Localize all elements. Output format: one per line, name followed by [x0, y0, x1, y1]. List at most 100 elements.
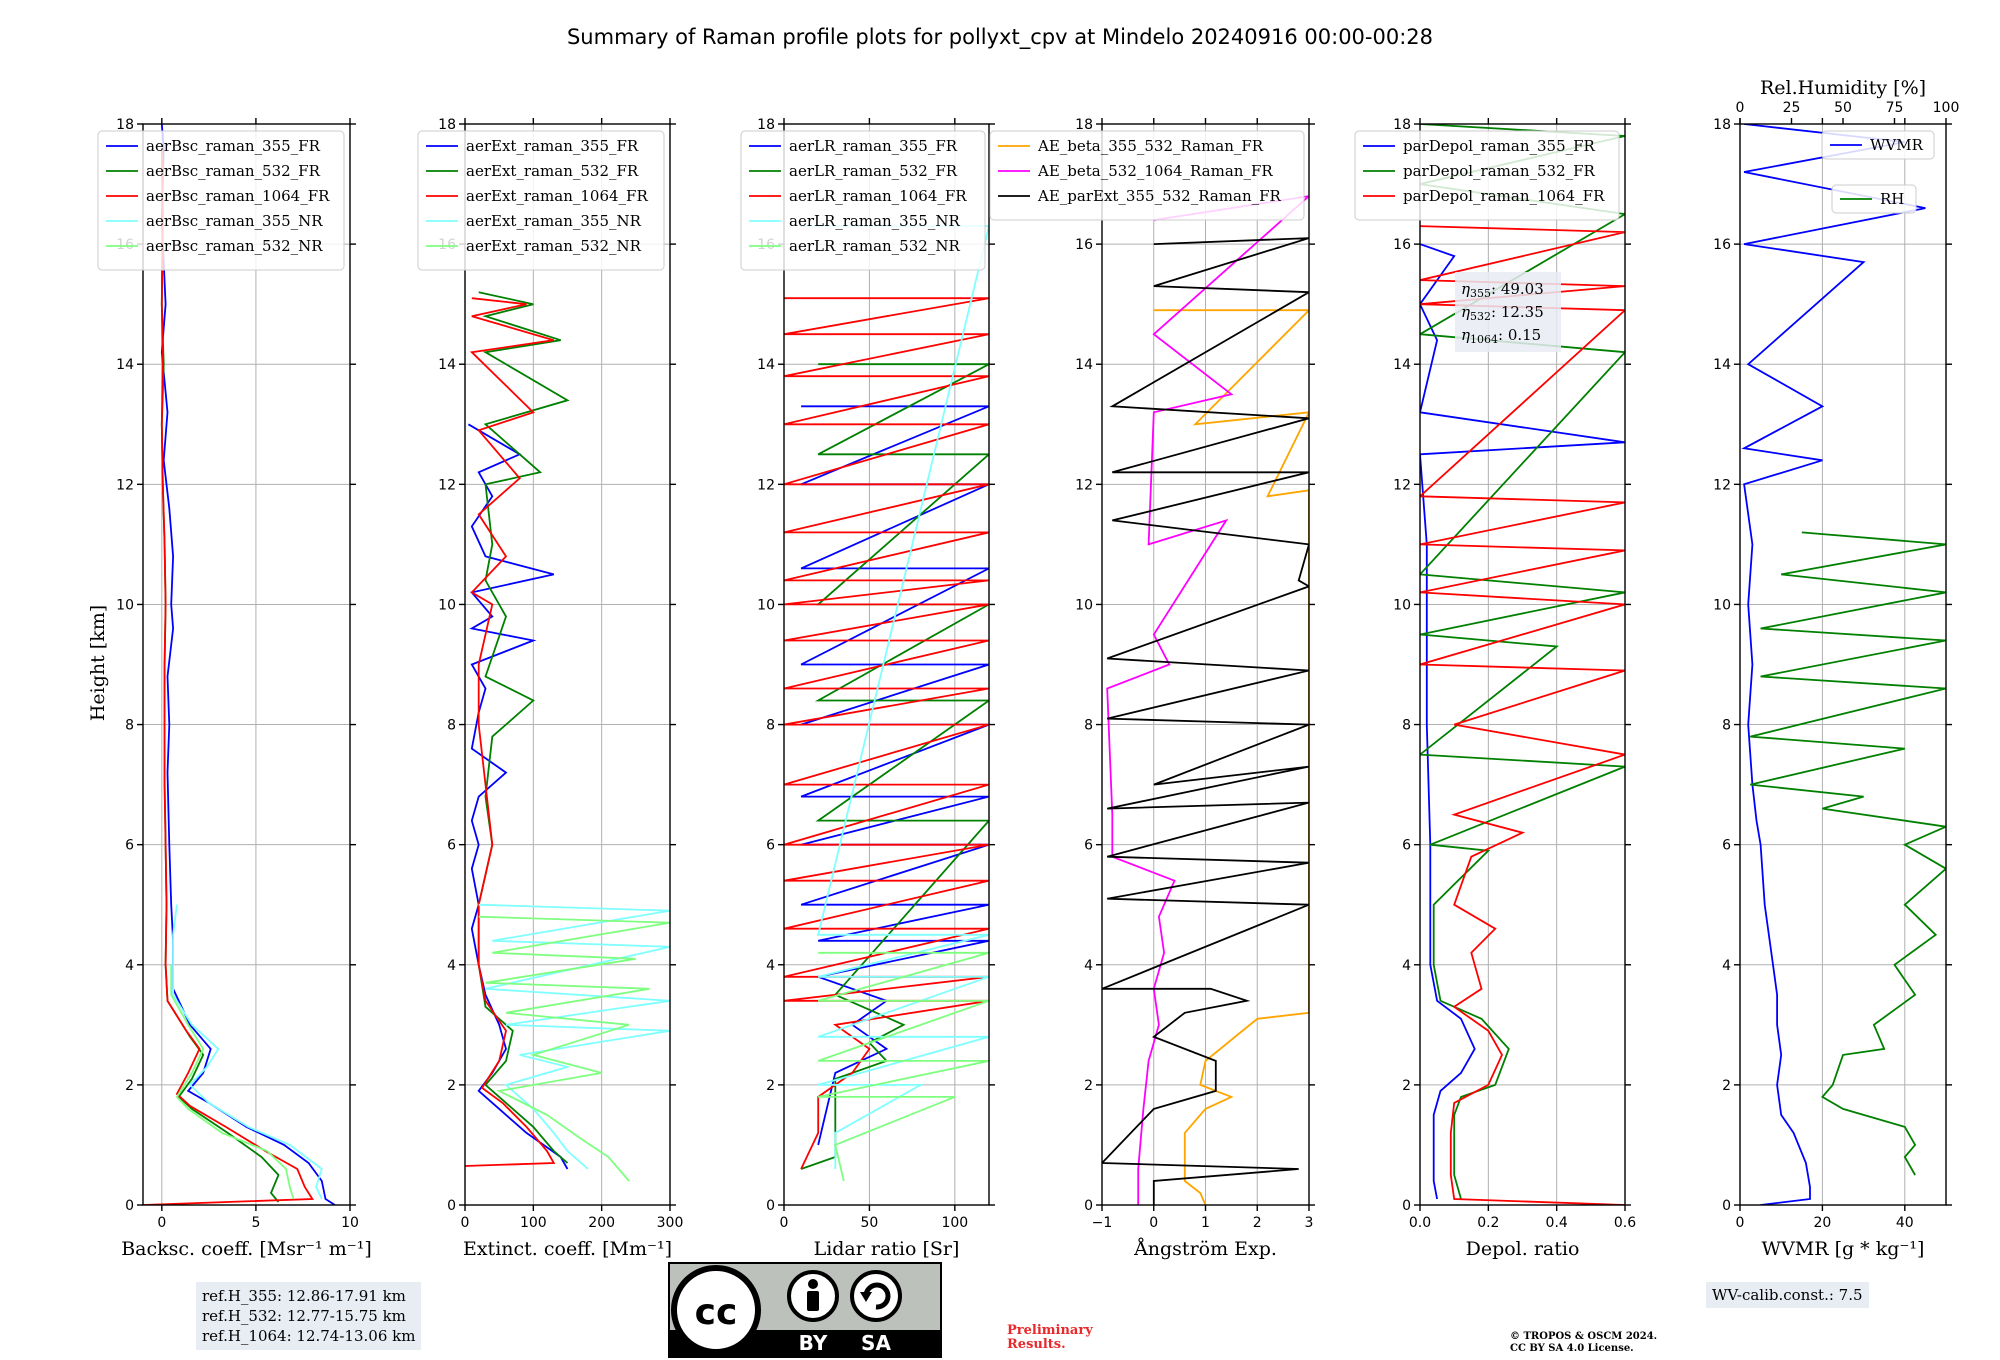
y-tick-label: 2: [125, 1078, 134, 1094]
legend-entry: aerExt_raman_532_FR: [466, 162, 639, 180]
y-tick-label: 18: [1075, 117, 1093, 133]
axes-frame: [1419, 123, 1626, 1206]
preliminary-line-1: Preliminary: [1007, 1323, 1093, 1338]
series-line-WVMR: [1741, 124, 1926, 1205]
eta-box: [1455, 272, 1561, 352]
top-x-tick-label: 75: [1886, 100, 1904, 116]
copyright-line-2: CC BY SA 4.0 License.: [1510, 1343, 1634, 1354]
y-tick-label: 0: [766, 1198, 775, 1214]
legend-angstrom: AE_beta_355_532_Raman_FR AE_beta_532_1064…: [989, 130, 1305, 221]
legend-box: [989, 130, 1305, 221]
x-tick-label: 0: [461, 1215, 470, 1231]
series-line-aerExt_raman_532_NR: [478, 915, 670, 1182]
series-line-aerExt_raman_355_NR: [478, 903, 670, 1170]
series-line-aerBsc_raman_532_NR: [170, 964, 295, 1200]
legend-entry: WVMR: [1870, 136, 1924, 154]
y-tick-label: 4: [1402, 958, 1411, 974]
panel-water-vapor: 0 2 4 6 8 10 12 14 16 18 0 20 40 WVMR [g * kg⁻¹] 0 25 50…: [1713, 77, 1959, 1260]
y-tick-label: 8: [766, 718, 775, 734]
legend-box: [1821, 130, 1935, 160]
by-icon-body: [807, 1291, 819, 1311]
y-tick-label: 12: [438, 477, 456, 493]
cc-by-sa-badge: cc BY SA: [668, 1262, 942, 1358]
x-tick-label: 50: [861, 1215, 879, 1231]
x-tick-label: 100: [520, 1215, 547, 1231]
x-tick-label: 5: [251, 1215, 260, 1231]
x-tick-label: 20: [1813, 1215, 1831, 1231]
series-line-aerBsc_raman_355_NR: [172, 904, 323, 1200]
chart-panels: 0246810121416180510Backsc. coeff. [Msr⁻¹…: [97, 77, 1959, 1260]
legend-depolarization: parDepol_raman_355_FR parDepol_raman_532_…: [1354, 130, 1620, 221]
legend-entry: aerBsc_raman_1064_FR: [146, 187, 330, 205]
y-tick-label: 14: [1713, 357, 1731, 373]
x-tick-label: 200: [588, 1215, 615, 1231]
series-line-parDepol_raman_1064_FR: [1420, 225, 1625, 1205]
y-tick-label: 4: [125, 958, 134, 974]
y-tick-label: 16: [1713, 237, 1731, 253]
y-tick-label: 18: [1393, 117, 1411, 133]
legend-backscatter: aerBsc_raman_355_FR aerBsc_raman_532_FRae…: [97, 130, 345, 271]
reference-heights-box: ref.H_355: 12.86-17.91 km ref.H_532: 12.…: [196, 1282, 422, 1350]
x-tick-label: 0: [1736, 1215, 1745, 1231]
y-tick-label: 8: [125, 718, 134, 734]
series-group-depolarization: [1420, 124, 1625, 1205]
legend-box: [417, 130, 665, 271]
by-icon-head: [808, 1279, 818, 1289]
top-x-tick-label: 25: [1783, 100, 1801, 116]
y-tick-label: 0: [1722, 1198, 1731, 1214]
series-line-aerExt_raman_1064_FR: [465, 297, 556, 1167]
x-tick-label: 3: [1305, 1215, 1314, 1231]
y-tick-label: 4: [1722, 958, 1731, 974]
eta-annotation: η355: 49.03 η532: 12.35 η1064: 0.15: [1455, 272, 1561, 352]
legend-entry: aerLR_raman_355_NR: [789, 212, 960, 230]
legend-lidar-ratio: aerLR_raman_355_FR aerLR_raman_532_FR aerL…: [740, 130, 986, 271]
y-tick-label: 18: [438, 117, 456, 133]
preliminary-line-2: Results.: [1007, 1337, 1066, 1352]
legend-entry: aerExt_raman_355_FR: [466, 137, 639, 155]
axes-frame: [464, 123, 671, 1206]
y-tick-label: 0: [125, 1198, 134, 1214]
y-tick-label: 12: [1393, 477, 1411, 493]
x-tick-label: 0: [157, 1215, 166, 1231]
by-label: BY: [799, 1331, 828, 1355]
x-tick-label: 100: [941, 1215, 968, 1231]
x-tick-label: 300: [657, 1215, 684, 1231]
series-line-AE_beta_532_1064_Raman_FR: [1106, 195, 1309, 1205]
legend-entry: aerLR_raman_532_NR: [789, 237, 960, 255]
series-group-backscatter: [143, 124, 336, 1205]
x-axis-label: Lidar ratio [Sr]: [814, 1238, 960, 1260]
legend-entry: aerExt_raman_1064_FR: [466, 187, 648, 205]
legend-box: [97, 130, 345, 271]
legend-entry: aerBsc_raman_532_NR: [146, 237, 323, 255]
y-tick-label: 12: [757, 477, 775, 493]
y-tick-label: 10: [1075, 597, 1093, 613]
y-tick-label: 16: [1075, 237, 1093, 253]
ref-height-1064: ref.H_1064: 12.74-13.06 km: [202, 1327, 416, 1345]
legend-entry: aerBsc_raman_355_FR: [146, 137, 321, 155]
x-tick-label: 0: [780, 1215, 789, 1231]
x-tick-label: 40: [1896, 1215, 1914, 1231]
y-tick-label: 16: [1393, 237, 1411, 253]
sa-icon-arrow: [863, 1282, 891, 1310]
x-axis-label: Depol. ratio: [1466, 1238, 1580, 1260]
cc-icon-label: cc: [695, 1292, 738, 1333]
y-tick-label: 8: [1084, 718, 1093, 734]
series-line-aerLR_raman_355_NR: [801, 225, 989, 1169]
y-tick-label: 10: [116, 597, 134, 613]
preliminary-results-label: Preliminary Results.: [1007, 1324, 1093, 1352]
y-tick-label: 0: [1084, 1198, 1093, 1214]
top-x-tick-label: 100: [1933, 100, 1960, 116]
legend-entry: RH: [1880, 190, 1904, 208]
y-tick-label: 4: [1084, 958, 1093, 974]
panel-backscatter: 0246810121416180510Backsc. coeff. [Msr⁻¹…: [97, 117, 372, 1260]
x-tick-label: 10: [341, 1215, 359, 1231]
y-tick-label: 10: [1393, 597, 1411, 613]
y-tick-label: 14: [1393, 357, 1411, 373]
eta-entry: η532: 12.35: [1461, 303, 1544, 323]
x-axis-label: Ångström Exp.: [1133, 1238, 1277, 1260]
y-tick-label: 18: [1713, 117, 1731, 133]
legend-box: [1354, 130, 1620, 221]
y-tick-label: 6: [125, 838, 134, 854]
sa-icon-arrowhead: [860, 1292, 872, 1302]
